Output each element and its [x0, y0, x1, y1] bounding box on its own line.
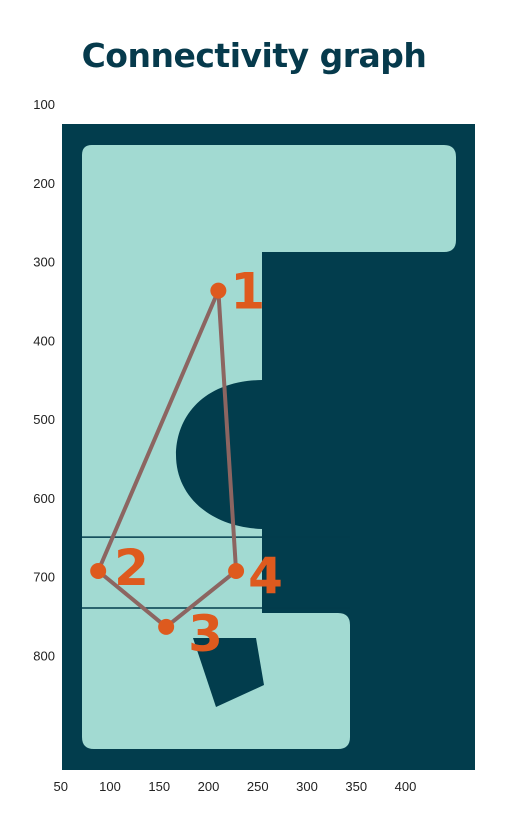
y-tick-label: 100 [33, 97, 55, 112]
node-4 [228, 562, 245, 579]
x-tick-label: 150 [148, 779, 170, 794]
node-label-3: 3 [188, 605, 223, 663]
y-tick-label: 200 [33, 176, 55, 191]
chart-title: Connectivity graph [81, 36, 427, 75]
node-label-4: 4 [248, 547, 283, 605]
node-label-2: 2 [114, 539, 149, 597]
x-tick-label: 50 [54, 779, 68, 794]
free-space-region [82, 145, 456, 749]
x-tick-label: 200 [198, 779, 220, 794]
y-tick-label: 300 [33, 255, 55, 270]
node-2 [90, 562, 107, 579]
x-tick-label: 300 [296, 779, 318, 794]
y-tick-label: 600 [33, 491, 55, 506]
x-tick-label: 400 [395, 779, 417, 794]
y-tick-label: 800 [33, 648, 55, 663]
node-3 [158, 618, 175, 635]
y-tick-label: 500 [33, 412, 55, 427]
edge-1-2 [96, 288, 221, 573]
node-1 [210, 282, 227, 299]
edge-1-4 [216, 288, 239, 573]
y-tick-label: 700 [33, 570, 55, 585]
x-tick-label: 100 [99, 779, 121, 794]
y-tick-label: 400 [33, 333, 55, 348]
edge-2-3 [96, 568, 169, 629]
edge-3-4 [164, 568, 239, 629]
x-tick-label: 250 [247, 779, 269, 794]
node-label-1: 1 [230, 263, 265, 321]
x-tick-label: 350 [345, 779, 367, 794]
